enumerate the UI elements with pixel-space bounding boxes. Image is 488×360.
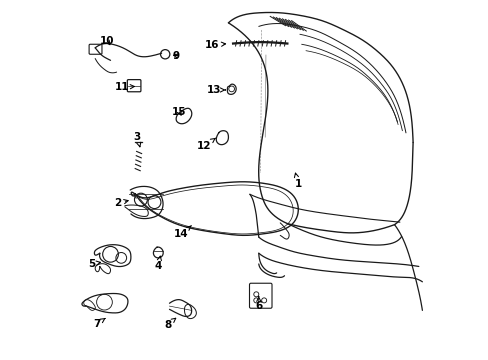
Text: 15: 15 bbox=[172, 107, 186, 117]
Text: 13: 13 bbox=[206, 85, 225, 95]
Text: 5: 5 bbox=[88, 259, 100, 269]
Text: 2: 2 bbox=[114, 198, 128, 208]
Text: 1: 1 bbox=[294, 173, 301, 189]
Text: 9: 9 bbox=[172, 51, 179, 61]
Text: 16: 16 bbox=[204, 40, 225, 50]
Text: 12: 12 bbox=[197, 138, 215, 151]
Text: 7: 7 bbox=[93, 319, 105, 329]
Text: 4: 4 bbox=[154, 256, 162, 271]
Text: 6: 6 bbox=[255, 297, 262, 311]
Text: 8: 8 bbox=[163, 318, 175, 330]
Text: 10: 10 bbox=[100, 36, 114, 46]
Text: 3: 3 bbox=[133, 132, 141, 147]
Text: 14: 14 bbox=[173, 226, 191, 239]
Text: 11: 11 bbox=[115, 82, 134, 92]
